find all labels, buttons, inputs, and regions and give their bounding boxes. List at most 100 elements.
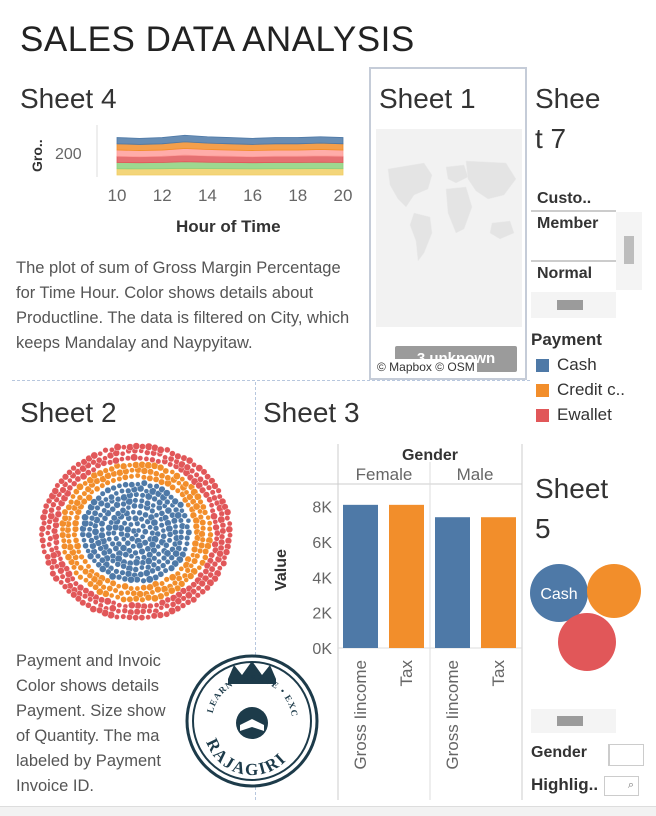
- invoice-dot[interactable]: [163, 489, 171, 497]
- invoice-dot[interactable]: [111, 523, 120, 531]
- invoice-dot[interactable]: [101, 507, 108, 514]
- invoice-dot[interactable]: [131, 502, 138, 510]
- invoice-dot[interactable]: [163, 590, 170, 597]
- invoice-dot[interactable]: [57, 556, 64, 562]
- invoice-dot[interactable]: [77, 574, 84, 581]
- invoice-dot[interactable]: [193, 472, 200, 478]
- invoice-dot[interactable]: [128, 553, 135, 559]
- invoice-dot[interactable]: [39, 537, 47, 544]
- invoice-dot[interactable]: [142, 528, 149, 535]
- invoice-dot[interactable]: [105, 524, 113, 532]
- invoice-dot[interactable]: [137, 455, 144, 461]
- invoice-dot[interactable]: [96, 469, 104, 477]
- invoice-dot[interactable]: [119, 462, 128, 470]
- invoice-dot[interactable]: [202, 548, 210, 555]
- invoice-dot[interactable]: [151, 555, 158, 562]
- invoice-dot[interactable]: [58, 477, 65, 485]
- invoice-dot[interactable]: [99, 565, 107, 573]
- invoice-dot[interactable]: [126, 462, 133, 468]
- invoice-dot[interactable]: [185, 456, 194, 465]
- invoice-dot[interactable]: [165, 524, 174, 533]
- sheet5-packed-bubbles[interactable]: Cash: [528, 560, 648, 675]
- invoice-dot[interactable]: [181, 512, 188, 519]
- legend-item-ewallet[interactable]: Ewallet: [536, 405, 612, 425]
- invoice-dot[interactable]: [154, 585, 162, 594]
- bubble-cash[interactable]: [530, 564, 588, 622]
- invoice-dot[interactable]: [206, 526, 213, 532]
- invoice-dot[interactable]: [52, 574, 60, 583]
- invoice-dot[interactable]: [156, 611, 165, 619]
- invoice-dot[interactable]: [125, 487, 132, 495]
- invoice-dot[interactable]: [174, 452, 182, 460]
- world-map[interactable]: [376, 129, 522, 327]
- invoice-dot[interactable]: [132, 558, 141, 567]
- invoice-dot[interactable]: [59, 573, 66, 580]
- invoice-dot[interactable]: [116, 469, 124, 477]
- invoice-dot[interactable]: [154, 565, 162, 572]
- invoice-dot[interactable]: [212, 519, 219, 525]
- invoice-dot[interactable]: [42, 502, 50, 510]
- invoice-dot[interactable]: [113, 568, 120, 575]
- invoice-dot[interactable]: [167, 586, 176, 595]
- invoice-dot[interactable]: [202, 491, 210, 499]
- invoice-dot[interactable]: [184, 523, 191, 530]
- invoice-dot[interactable]: [199, 486, 207, 494]
- invoice-dot[interactable]: [99, 526, 105, 533]
- invoice-dot[interactable]: [40, 543, 47, 549]
- invoice-dot[interactable]: [208, 565, 216, 573]
- invoice-dot[interactable]: [151, 495, 158, 503]
- invoice-dot[interactable]: [158, 604, 165, 611]
- invoice-dot[interactable]: [122, 551, 130, 558]
- invoice-dot[interactable]: [124, 589, 131, 596]
- invoice-dot[interactable]: [212, 523, 220, 532]
- invoice-dot[interactable]: [202, 479, 209, 487]
- invoice-dot[interactable]: [164, 506, 173, 515]
- invoice-dot[interactable]: [164, 596, 172, 604]
- invoice-dot[interactable]: [41, 508, 49, 516]
- invoice-dot[interactable]: [158, 478, 166, 486]
- invoice-dot[interactable]: [109, 505, 116, 513]
- invoice-dot[interactable]: [91, 528, 100, 536]
- invoice-dot[interactable]: [136, 509, 143, 516]
- invoice-dot[interactable]: [153, 602, 160, 608]
- invoice-dot[interactable]: [179, 476, 186, 482]
- invoice-dot[interactable]: [103, 496, 109, 503]
- invoice-dot[interactable]: [75, 595, 82, 603]
- invoice-dot[interactable]: [134, 602, 142, 610]
- invoice-dot[interactable]: [210, 512, 218, 521]
- invoice-dot[interactable]: [199, 519, 207, 527]
- invoice-dot[interactable]: [162, 567, 169, 574]
- bubble-credit-card[interactable]: [587, 564, 641, 618]
- invoice-dot[interactable]: [80, 458, 88, 466]
- invoice-dot[interactable]: [121, 607, 128, 614]
- invoice-dot[interactable]: [158, 510, 166, 517]
- invoice-dot[interactable]: [218, 533, 226, 540]
- invoice-dot[interactable]: [142, 511, 149, 519]
- invoice-dot[interactable]: [185, 529, 193, 536]
- invoice-dot[interactable]: [108, 493, 115, 501]
- invoice-dot[interactable]: [220, 559, 228, 567]
- invoice-dot[interactable]: [179, 602, 187, 609]
- invoice-dot[interactable]: [109, 579, 117, 587]
- invoice-dot[interactable]: [70, 464, 77, 472]
- invoice-dot[interactable]: [62, 549, 68, 555]
- invoice-dot[interactable]: [176, 480, 182, 486]
- invoice-dot[interactable]: [128, 535, 136, 542]
- invoice-dot[interactable]: [45, 559, 52, 567]
- filter-scroll-control[interactable]: [531, 709, 616, 733]
- invoice-dot[interactable]: [191, 545, 199, 553]
- invoice-dot[interactable]: [90, 575, 99, 584]
- invoice-dot[interactable]: [227, 532, 233, 538]
- invoice-dot[interactable]: [184, 567, 191, 574]
- invoice-dot[interactable]: [198, 541, 206, 549]
- invoice-dot[interactable]: [88, 515, 96, 522]
- invoice-dot[interactable]: [68, 510, 75, 516]
- invoice-dot[interactable]: [128, 521, 134, 528]
- invoice-dot[interactable]: [183, 577, 189, 583]
- invoice-dot[interactable]: [110, 477, 117, 484]
- invoice-dot[interactable]: [197, 514, 204, 521]
- invoice-dot[interactable]: [196, 564, 203, 571]
- invoice-dot[interactable]: [164, 446, 171, 454]
- invoice-dot[interactable]: [177, 517, 184, 524]
- invoice-dot[interactable]: [121, 536, 127, 542]
